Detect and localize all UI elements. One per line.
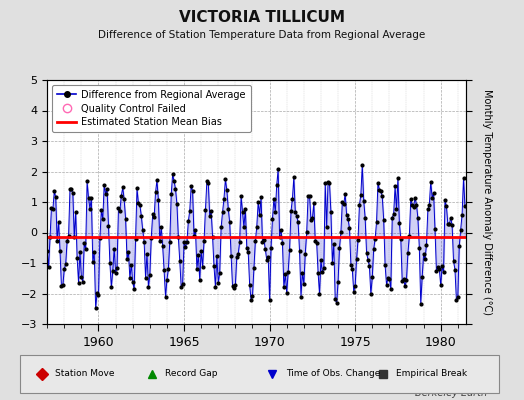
- Text: Record Gap: Record Gap: [165, 370, 217, 378]
- Text: Time of Obs. Change: Time of Obs. Change: [286, 370, 380, 378]
- Text: VICTORIA TILLICUM: VICTORIA TILLICUM: [179, 10, 345, 25]
- Text: Station Move: Station Move: [55, 370, 115, 378]
- Legend: Difference from Regional Average, Quality Control Failed, Estimated Station Mean: Difference from Regional Average, Qualit…: [52, 85, 250, 132]
- Text: Difference of Station Temperature Data from Regional Average: Difference of Station Temperature Data f…: [99, 30, 425, 40]
- Y-axis label: Monthly Temperature Anomaly Difference (°C): Monthly Temperature Anomaly Difference (…: [482, 89, 493, 315]
- Text: Berkeley Earth: Berkeley Earth: [415, 388, 487, 398]
- Text: Empirical Break: Empirical Break: [396, 370, 467, 378]
